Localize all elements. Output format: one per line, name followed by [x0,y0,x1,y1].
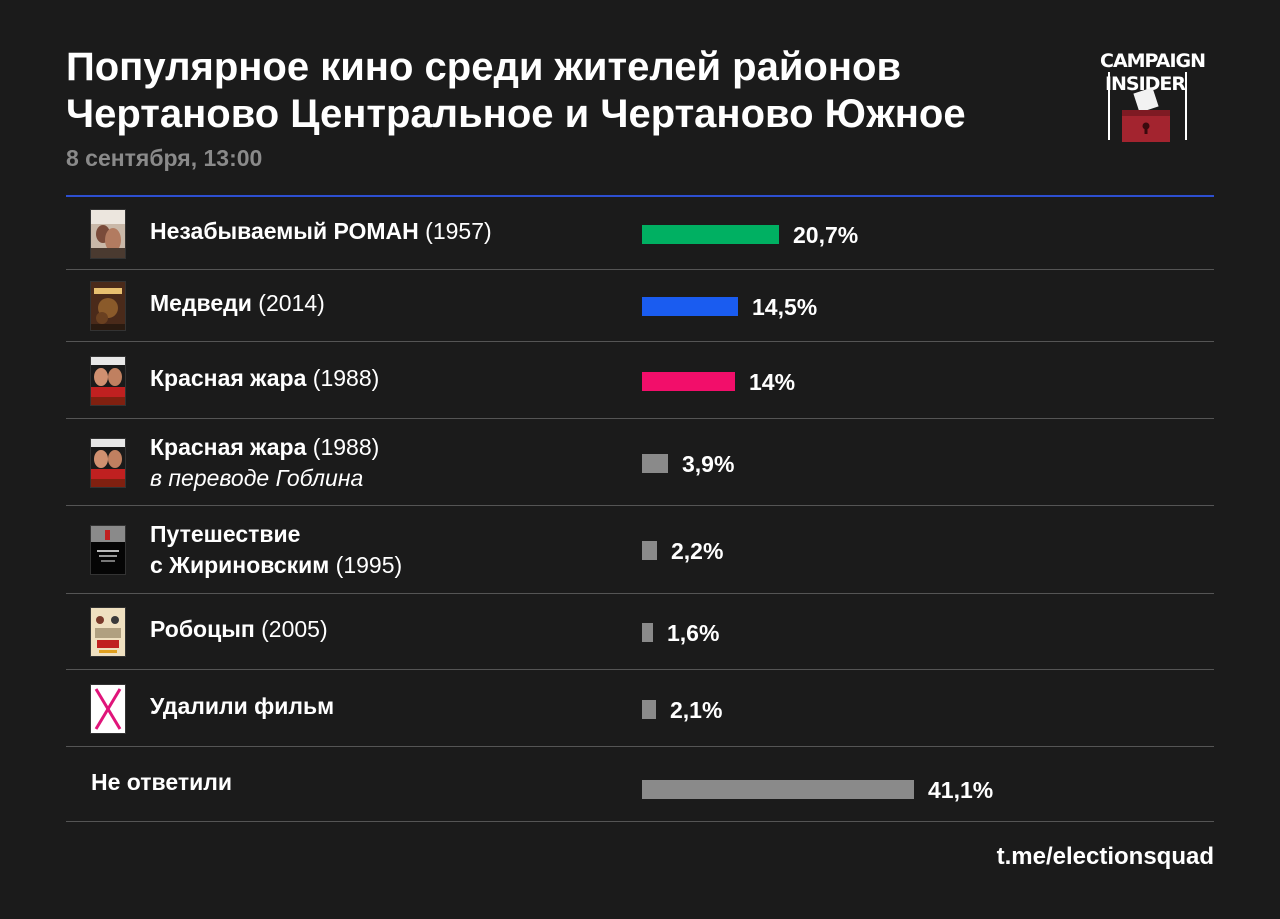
chart-row: Красная жара (1988) 14% [66,342,1214,419]
header-divider [66,195,1214,197]
ballot-box-icon [1108,72,1187,142]
value-label: 20,7% [793,222,859,248]
value-label: 1,6% [667,620,720,646]
romance-poster-icon [90,209,126,259]
film-title: Незабываемый РОМАН [150,218,419,244]
value-label: 2,1% [670,697,723,723]
value-bar [642,700,656,719]
deleted-poster-icon [90,684,126,734]
chart-row: Удалили фильм 2,1% [66,670,1214,747]
value-bar [642,623,653,642]
film-title: Медведи [150,290,252,316]
value-bar [642,225,779,244]
film-title: Робоцып [150,616,255,642]
chart-row: Красная жара (1988) в переводе Гоблина 3,9… [66,419,1214,506]
film-note: в переводе Гоблина [150,465,364,491]
value-bar [642,454,668,473]
row-label: Не ответили [91,767,232,798]
value-label: 14,5% [752,294,818,320]
value-label: 2,2% [671,538,724,564]
value-label: 41,1% [928,777,994,803]
chart-row: Робоцып (2005) 1,6% [66,594,1214,670]
value-bar [642,372,735,391]
value-label: 3,9% [682,451,735,477]
logo-line-2: INSIDER [1104,73,1186,95]
campaign-insider-logo: CAMPAIGN INSIDER [1100,50,1206,142]
film-title: Красная жара [150,365,307,391]
chart-subtitle: 8 сентября, 13:00 [66,145,263,171]
row-label: Красная жара (1988) в переводе Гоблина [150,432,379,494]
row-label: Незабываемый РОМАН (1957) [150,216,492,247]
film-year: (2005) [254,616,328,642]
row-label: Красная жара (1988) [150,363,379,394]
film-title: Красная жара [150,434,307,460]
chart-row: Не ответили 41,1% [66,747,1214,822]
value-bar [642,297,738,316]
robotchicken-poster-icon [90,607,126,657]
title-line-1: Популярное кино среди жителей районов [66,45,902,89]
row-label: Медведи (2014) [150,288,325,319]
row-label: Удалили фильм [150,691,334,722]
film-title-line-2: с Жириновским [150,552,330,578]
film-year: (2014) [251,290,325,316]
source-link[interactable]: t.me/electionsquad [996,843,1214,870]
film-year: (1995) [329,552,403,578]
value-label: 14% [749,369,796,395]
redheat-poster-icon [90,356,126,406]
redheat-poster-icon [90,438,126,488]
chart-row: Медведи (2014) 14,5% [66,270,1214,342]
row-label: Путешествие с Жириновским (1995) [150,519,402,581]
bears-poster-icon [90,281,126,331]
title-line-2: Чертаново Центральное и Чертаново Южное [66,92,966,136]
film-title: Не ответили [91,769,233,795]
zhirinovsky-poster-icon [90,525,126,575]
value-bar [642,541,657,560]
logo-line-1: CAMPAIGN [1100,50,1206,72]
chart-row: Незабываемый РОМАН (1957) 20,7% [66,197,1214,270]
film-title: Путешествие [150,521,301,547]
value-bar [642,780,914,799]
film-title: Удалили фильм [150,693,335,719]
chart-row: Путешествие с Жириновским (1995) 2,2% [66,506,1214,594]
chart-title: Популярное кино среди жителей районов Че… [66,44,1066,138]
row-label: Робоцып (2005) [150,614,328,645]
film-year: (1988) [306,365,380,391]
film-year: (1957) [418,218,492,244]
film-year: (1988) [306,434,380,460]
